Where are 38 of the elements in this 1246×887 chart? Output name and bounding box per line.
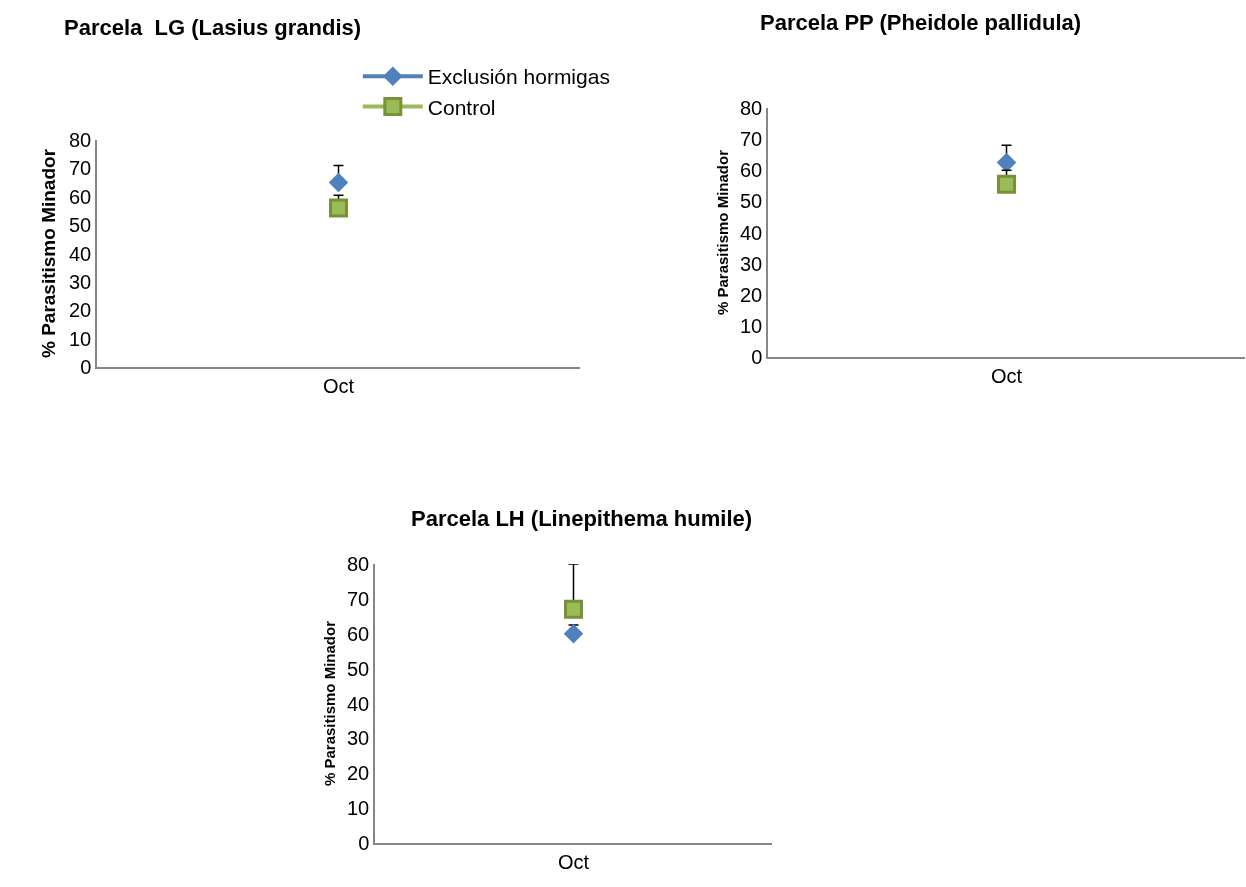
y-tick-label: 20 <box>347 762 370 785</box>
y-tick-label: 0 <box>80 356 92 378</box>
y-tick-label: 40 <box>347 692 370 715</box>
y-tick-label: 60 <box>740 159 763 182</box>
y-tick-label: 30 <box>69 270 92 293</box>
legend-label: Exclusión hormigas <box>427 65 610 89</box>
y-tick-label: 0 <box>358 832 370 854</box>
y-axis-title: % Parasitismo Minador <box>713 149 731 316</box>
y-tick-label: 70 <box>740 128 763 151</box>
y-tick-label: 70 <box>347 587 370 610</box>
y-axis-title: % Parasitismo Minador <box>38 148 60 359</box>
y-tick-label: 60 <box>69 185 92 208</box>
y-tick-label: 0 <box>751 346 763 368</box>
y-tick-label: 10 <box>347 797 370 820</box>
y-axis-title: % Parasitismo Minador <box>320 620 338 787</box>
x-tick-label: Oct <box>990 364 1023 387</box>
y-tick-label: 10 <box>740 314 763 337</box>
legend-label: Control <box>427 95 496 119</box>
x-tick-label: Oct <box>322 374 355 397</box>
y-tick-label: 30 <box>740 252 763 275</box>
y-tick-label: 40 <box>69 242 92 265</box>
y-tick-label: 50 <box>740 190 763 213</box>
y-tick-label: 30 <box>347 727 370 750</box>
y-tick-label: 40 <box>740 221 763 244</box>
y-tick-label: 20 <box>740 283 763 306</box>
chart-title: Parcela LG (Lasius grandis) <box>64 15 362 40</box>
chart-title: Parcela LH (Linepithema humile) <box>411 506 753 531</box>
y-tick-label: 80 <box>347 553 370 575</box>
y-tick-label: 20 <box>69 299 92 322</box>
x-tick-label: Oct <box>557 850 590 873</box>
y-tick-label: 70 <box>69 157 92 180</box>
y-tick-label: 10 <box>69 327 92 350</box>
y-tick-label: 50 <box>69 214 92 237</box>
y-tick-label: 80 <box>740 97 763 119</box>
chart-title: Parcela PP (Pheidole pallidula) <box>760 10 1082 35</box>
y-tick-label: 60 <box>347 622 370 645</box>
y-tick-label: 80 <box>69 129 92 151</box>
y-tick-label: 50 <box>347 657 370 680</box>
